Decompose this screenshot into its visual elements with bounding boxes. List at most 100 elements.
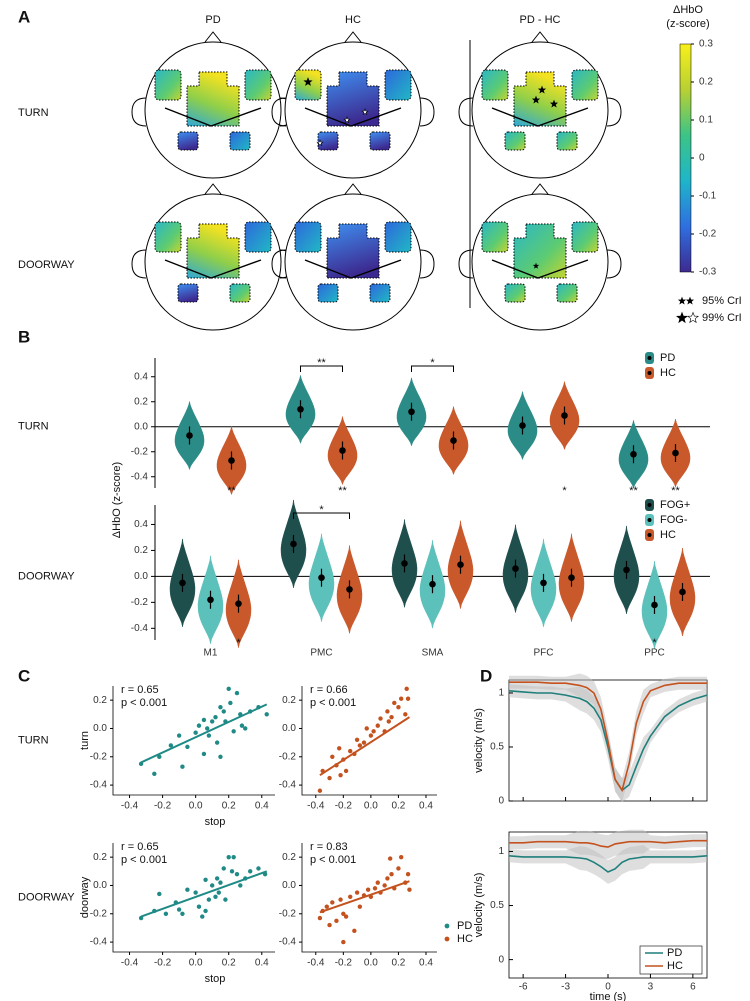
channel-patch	[571, 69, 599, 101]
y-tick-label: 0	[498, 954, 504, 965]
series-line	[509, 839, 707, 848]
median-point	[339, 447, 346, 454]
point	[209, 719, 215, 724]
x-tick-label: -0.4	[307, 801, 325, 812]
median-point	[228, 457, 235, 464]
median-point	[630, 450, 637, 458]
fit-line	[140, 870, 268, 918]
sulcus-line	[164, 259, 262, 279]
y-tick-label: 0.0	[134, 571, 148, 582]
star-symbol	[532, 262, 540, 269]
median-point	[408, 408, 415, 416]
point	[336, 746, 342, 751]
x-tick-label: -0.2	[335, 958, 353, 969]
legend-label: HC	[660, 529, 676, 541]
x-tick-label: -0.4	[121, 958, 139, 969]
stat-annotation: r = 0.83	[310, 841, 348, 853]
error-band	[509, 673, 707, 803]
point	[354, 890, 360, 895]
legend-label: HC	[660, 367, 676, 379]
point	[176, 733, 182, 738]
ear	[606, 249, 622, 279]
point	[371, 729, 376, 734]
significance-label: **	[629, 485, 638, 497]
x-tick-label: -0.4	[307, 958, 325, 969]
star-symbol	[303, 77, 313, 86]
channel-patch	[186, 223, 240, 279]
row-label: DOORWAY	[18, 570, 75, 582]
y-tick-label: -0.4	[90, 937, 108, 948]
point	[193, 730, 198, 735]
fit-line	[319, 716, 410, 777]
y-tick-label: 0.2	[93, 695, 107, 706]
median-point	[429, 580, 436, 588]
point	[203, 877, 208, 883]
stat-annotation: p < 0.001	[121, 697, 167, 709]
point	[372, 886, 378, 891]
point	[226, 854, 231, 860]
point	[200, 914, 205, 919]
legend-marker	[444, 936, 450, 942]
median-point	[450, 437, 457, 444]
y-tick-label: -0.2	[90, 908, 108, 919]
channel-patch	[229, 283, 251, 303]
ear	[271, 249, 287, 279]
sulcus-line	[491, 107, 589, 127]
median-point	[519, 422, 526, 429]
point	[404, 686, 409, 692]
row-label: TURN	[18, 734, 49, 746]
x-tick-label: -3	[561, 982, 570, 993]
y-tick-label: 0.2	[134, 545, 148, 556]
point	[223, 897, 228, 902]
point	[378, 716, 383, 721]
y-tick-label: -0.2	[279, 751, 297, 762]
median-point	[623, 566, 630, 574]
significance-label: **	[671, 485, 680, 497]
nose	[531, 183, 549, 195]
y-tick-label: 0.0	[282, 880, 296, 891]
x-tick-label: 0	[605, 982, 611, 993]
colorbar-tick-label: 0.2	[699, 77, 713, 88]
point	[214, 740, 220, 745]
point	[229, 869, 235, 874]
point	[357, 743, 363, 748]
point	[405, 696, 411, 701]
channel-patch	[154, 221, 182, 253]
stat-annotation: p < 0.001	[310, 854, 356, 866]
point	[392, 700, 397, 706]
colorbar	[679, 43, 692, 273]
row-label: DOORWAY	[18, 891, 75, 903]
point	[387, 856, 393, 861]
point	[234, 690, 240, 696]
y-tick-label: 0.2	[134, 396, 148, 407]
point	[352, 928, 357, 933]
point	[231, 854, 236, 860]
point	[361, 740, 367, 745]
point	[216, 890, 221, 895]
median-point	[297, 405, 304, 413]
point	[327, 775, 332, 781]
significance-label: *	[562, 485, 567, 497]
point	[317, 915, 323, 921]
x-tick-label: SMA	[422, 648, 444, 659]
x-tick-label: 0.4	[419, 958, 433, 969]
y-tick-label: 1	[498, 688, 504, 699]
median-point	[318, 574, 325, 581]
ear	[458, 249, 474, 279]
axes	[112, 843, 275, 953]
row-label: DOORWAY	[18, 259, 75, 271]
point	[201, 751, 207, 757]
star-symbol	[537, 85, 547, 94]
legend-label: HC	[667, 960, 683, 972]
channel-patch	[556, 283, 578, 303]
point	[209, 883, 215, 888]
stat-annotation: r = 0.65	[121, 841, 159, 853]
x-tick-label: 0.4	[255, 801, 269, 812]
star-symbol	[675, 311, 689, 324]
ear	[419, 249, 435, 279]
point	[396, 705, 401, 710]
point	[201, 717, 207, 723]
colorbar-title: ΔHbO	[673, 4, 703, 16]
x-tick-label: -0.2	[154, 958, 172, 969]
x-tick-label: M1	[204, 648, 218, 659]
